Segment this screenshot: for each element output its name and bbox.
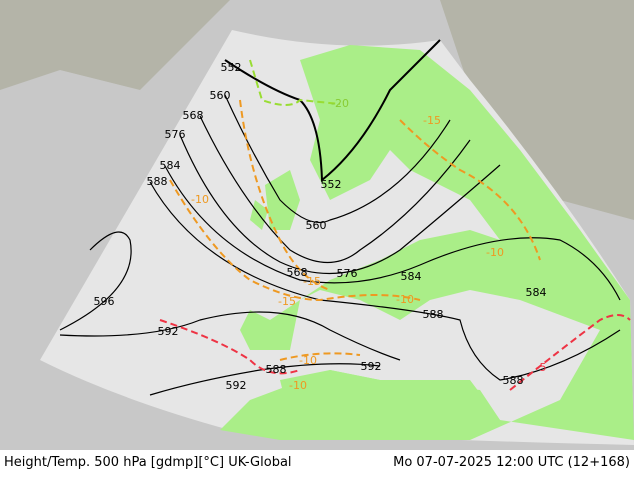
height-label: 588 <box>423 308 444 321</box>
height-label: 576 <box>337 267 358 280</box>
height-label: 568 <box>183 109 204 122</box>
north-africa <box>280 370 500 420</box>
temp-contours <box>169 99 541 361</box>
height-label: 552 <box>321 178 342 191</box>
height-label: 584 <box>526 286 547 299</box>
british-isles <box>250 170 300 230</box>
temp-label: -15 <box>303 275 321 288</box>
height-label: 560 <box>210 89 231 102</box>
height-label: 568 <box>287 266 308 279</box>
land <box>220 45 634 440</box>
height-label: 592 <box>158 325 179 338</box>
temp-label: -10 <box>289 379 307 392</box>
temp-label: -10 <box>299 354 317 367</box>
warm-contours <box>159 314 631 391</box>
footer-left: Height/Temp. 500 hPa [gdmp][°C] UK-Globa… <box>4 455 292 470</box>
height-label: 560 <box>306 219 327 232</box>
temp-label: -15 <box>278 295 296 308</box>
temp-label: -5 <box>536 361 547 374</box>
temp-label: -20 <box>331 97 349 110</box>
footer-bar <box>0 450 634 490</box>
height-label: 584 <box>401 270 422 283</box>
height-label: 576 <box>165 128 186 141</box>
footer-right: Mo 07-07-2025 12:00 UTC (12+168) <box>393 455 630 470</box>
height-label: 588 <box>503 374 524 387</box>
height-label: 552 <box>221 61 242 74</box>
temp-label: -10 <box>191 193 209 206</box>
height-label: 592 <box>226 379 247 392</box>
height-label: 588 <box>147 175 168 188</box>
height-label: 588 <box>266 363 287 376</box>
height-label: 584 <box>160 159 181 172</box>
height-label: 592 <box>361 360 382 373</box>
height-label: 596 <box>94 295 115 308</box>
temp-label: -10 <box>396 293 414 306</box>
temp-label: -15 <box>423 114 441 127</box>
temp-label: -10 <box>486 246 504 259</box>
outside-land <box>0 0 634 220</box>
height-contours <box>59 39 621 396</box>
cold-contours <box>249 59 341 106</box>
